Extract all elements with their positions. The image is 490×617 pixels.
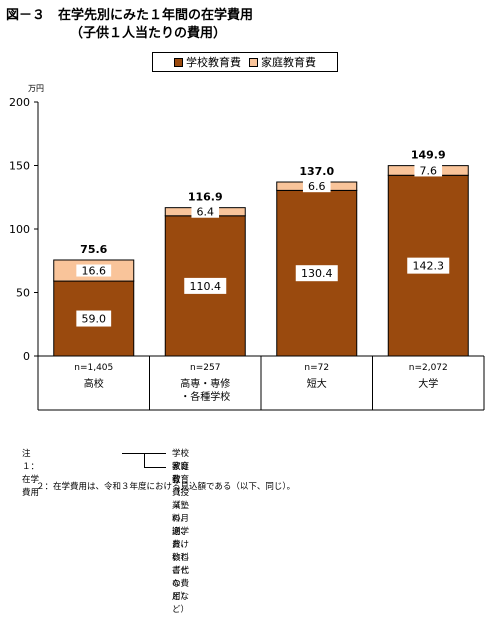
legend-swatch-home — [249, 57, 258, 67]
data-label-home: 6.4 — [197, 206, 215, 219]
data-label-school: 110.4 — [190, 280, 222, 293]
total-label: 116.9 — [188, 191, 223, 204]
sample-size-label: n=72 — [304, 363, 329, 373]
y-axis-unit: 万円 — [28, 84, 44, 93]
bar-school — [53, 280, 135, 357]
legend-item-home: 家庭教育費 — [249, 54, 316, 70]
data-label-home: 16.6 — [82, 265, 107, 278]
data-label-school: 59.0 — [82, 313, 107, 326]
y-tick-label: 100 — [9, 223, 30, 236]
note-bracket-bottom — [144, 467, 166, 468]
total-label: 137.0 — [299, 165, 334, 178]
data-label-bg — [414, 164, 443, 177]
chart-subtitle: （子供１人当たりの費用） — [70, 26, 227, 41]
sample-size-label: n=1,405 — [74, 363, 113, 373]
legend-swatch-school — [174, 57, 183, 67]
sample-size-label: n=257 — [190, 363, 220, 373]
legend-item-school: 学校教育費 — [174, 54, 241, 70]
note-2: ２：在学費用は、令和３年度における見込額である（以下、同じ）。 — [36, 482, 296, 492]
note-1-label: 注 １：在学費用 — [22, 449, 40, 498]
data-label-home: 6.6 — [308, 180, 326, 193]
note-bracket-vertical — [144, 453, 145, 467]
data-label-school: 142.3 — [413, 260, 445, 273]
y-tick-label: 200 — [9, 96, 30, 109]
legend-label-home: 家庭教育費 — [261, 56, 316, 69]
bar-chart: 0 50 100 150 200 59.0 16.6 75.6 n=1,405 高校 110.4 6.… — [9, 96, 485, 411]
data-label-bg — [302, 180, 331, 193]
data-label-bg — [295, 265, 338, 282]
y-tick-label: 150 — [9, 160, 30, 173]
data-label-bg — [76, 264, 112, 277]
y-tick-label: 50 — [16, 287, 30, 300]
sample-size-label: n=2,072 — [409, 363, 448, 373]
legend: 学校教育費 家庭教育費 — [152, 52, 338, 72]
total-label: 75.6 — [80, 243, 107, 256]
x-category-label: 短大 — [307, 377, 327, 390]
data-label-bg — [191, 205, 220, 218]
total-label: 149.9 — [411, 149, 446, 162]
chart-title: 図－３ 在学先別にみた１年間の在学費用 — [6, 8, 254, 23]
x-category-label: 大学 — [418, 377, 438, 390]
data-label-home: 7.6 — [420, 164, 438, 177]
data-label-bg — [407, 257, 450, 274]
data-label-bg — [76, 310, 112, 327]
x-category-label: 高専・専修 — [180, 377, 230, 390]
data-label-school: 130.4 — [301, 267, 333, 280]
x-category-label: 高校 — [84, 377, 104, 390]
x-category-label: ・各種学校 — [180, 390, 230, 403]
y-tick-label: 0 — [23, 350, 30, 363]
legend-label-school: 学校教育費 — [186, 56, 241, 69]
data-label-bg — [184, 277, 227, 294]
